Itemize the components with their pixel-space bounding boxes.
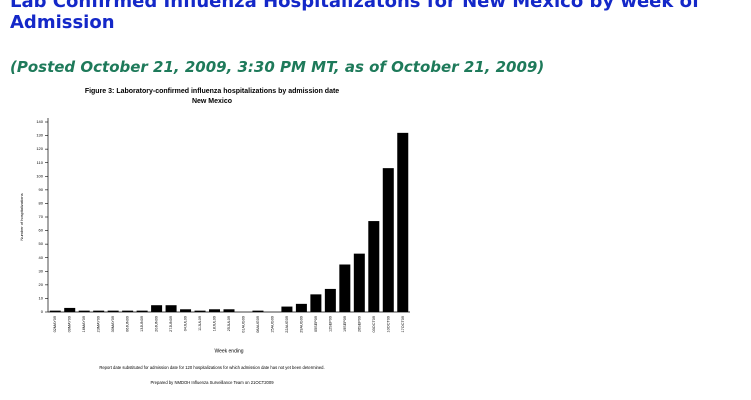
x-tick-label: 25JUL09 (227, 316, 231, 331)
bar (339, 264, 351, 312)
y-tick-label: 60 (39, 228, 44, 233)
bar (49, 310, 61, 312)
bar (353, 253, 365, 312)
x-tick-label: 09MAY09 (68, 316, 72, 332)
bar (223, 309, 235, 312)
x-tick-label: 04JUL09 (184, 316, 188, 331)
bar (64, 307, 76, 312)
x-tick-label: 22AUG09 (285, 316, 289, 333)
x-tick-label: 29AUG09 (299, 316, 303, 333)
bar (78, 310, 90, 312)
x-tick-label: 13JUN09 (140, 316, 144, 332)
y-tick-label: 130 (36, 133, 43, 138)
x-tick-label: 02MAY09 (53, 316, 57, 332)
bar (93, 310, 105, 312)
y-tick-label: 140 (36, 119, 43, 124)
y-tick-label: 40 (39, 255, 44, 260)
footnote: Prepared by NMDOH Influenza Surveillance… (150, 380, 274, 385)
x-tick-label: 06JUN09 (126, 316, 130, 332)
x-tick-label: 03OCT09 (372, 316, 376, 332)
bar (151, 305, 163, 312)
y-tick-label: 80 (39, 200, 44, 205)
bar (194, 310, 206, 312)
y-tick-label: 30 (39, 268, 44, 273)
x-tick-label: 10OCT09 (386, 316, 390, 332)
posted-date: (Posted October 21, 2009, 3:30 PM MT, as… (10, 58, 545, 76)
bar (136, 310, 148, 312)
bar (165, 305, 177, 312)
y-axis-label: Number of hospitalizations (19, 193, 24, 240)
bar (252, 310, 264, 312)
page-heading: Lab Confirmed Influenza Hospitalizatons … (10, 0, 700, 33)
chart-background (10, 82, 420, 394)
bar (122, 310, 134, 312)
bar (180, 309, 192, 312)
x-tick-label: 26SEP09 (357, 316, 361, 332)
bar (295, 303, 307, 312)
bar (209, 309, 221, 312)
y-tick-label: 50 (39, 241, 44, 246)
x-tick-label: 18JUL09 (213, 316, 217, 331)
chart-subtitle: New Mexico (192, 98, 232, 105)
y-tick-label: 110 (37, 160, 44, 165)
chart-title: Figure 3: Laboratory-confirmed influenza… (85, 88, 339, 95)
y-tick-label: 120 (36, 146, 43, 151)
x-tick-label: 23MAY09 (97, 316, 101, 332)
y-tick-label: 20 (39, 282, 44, 287)
x-tick-label: 19SEP09 (343, 316, 347, 332)
x-tick-label: 27JUN09 (169, 316, 173, 332)
y-tick-label: 90 (39, 187, 44, 192)
x-axis-label: Week ending (214, 348, 243, 354)
x-tick-label: 20JUN09 (155, 316, 159, 332)
x-tick-label: 12SEP09 (328, 316, 332, 332)
bar (310, 294, 322, 312)
x-tick-label: 17OCT09 (401, 316, 405, 332)
y-tick-label: 70 (39, 214, 44, 219)
bar (368, 221, 380, 312)
x-tick-label: 16MAY09 (82, 316, 86, 332)
footnote: Report date substituted for admission da… (99, 365, 324, 370)
x-tick-label: 15AUG09 (270, 316, 274, 333)
y-tick-label: 0 (41, 309, 44, 314)
x-tick-label: 30MAY09 (111, 316, 115, 332)
bar (281, 306, 293, 312)
x-tick-label: 11JUL09 (198, 316, 202, 331)
bar (397, 132, 409, 312)
bar (107, 310, 119, 312)
x-tick-label: 08AUG09 (256, 316, 260, 333)
x-tick-label: 01AUG09 (241, 316, 245, 333)
x-tick-label: 05SEP09 (314, 316, 318, 332)
y-tick-label: 100 (36, 173, 43, 178)
y-tick-label: 10 (39, 295, 44, 300)
bar (324, 288, 336, 312)
bar (382, 168, 394, 312)
